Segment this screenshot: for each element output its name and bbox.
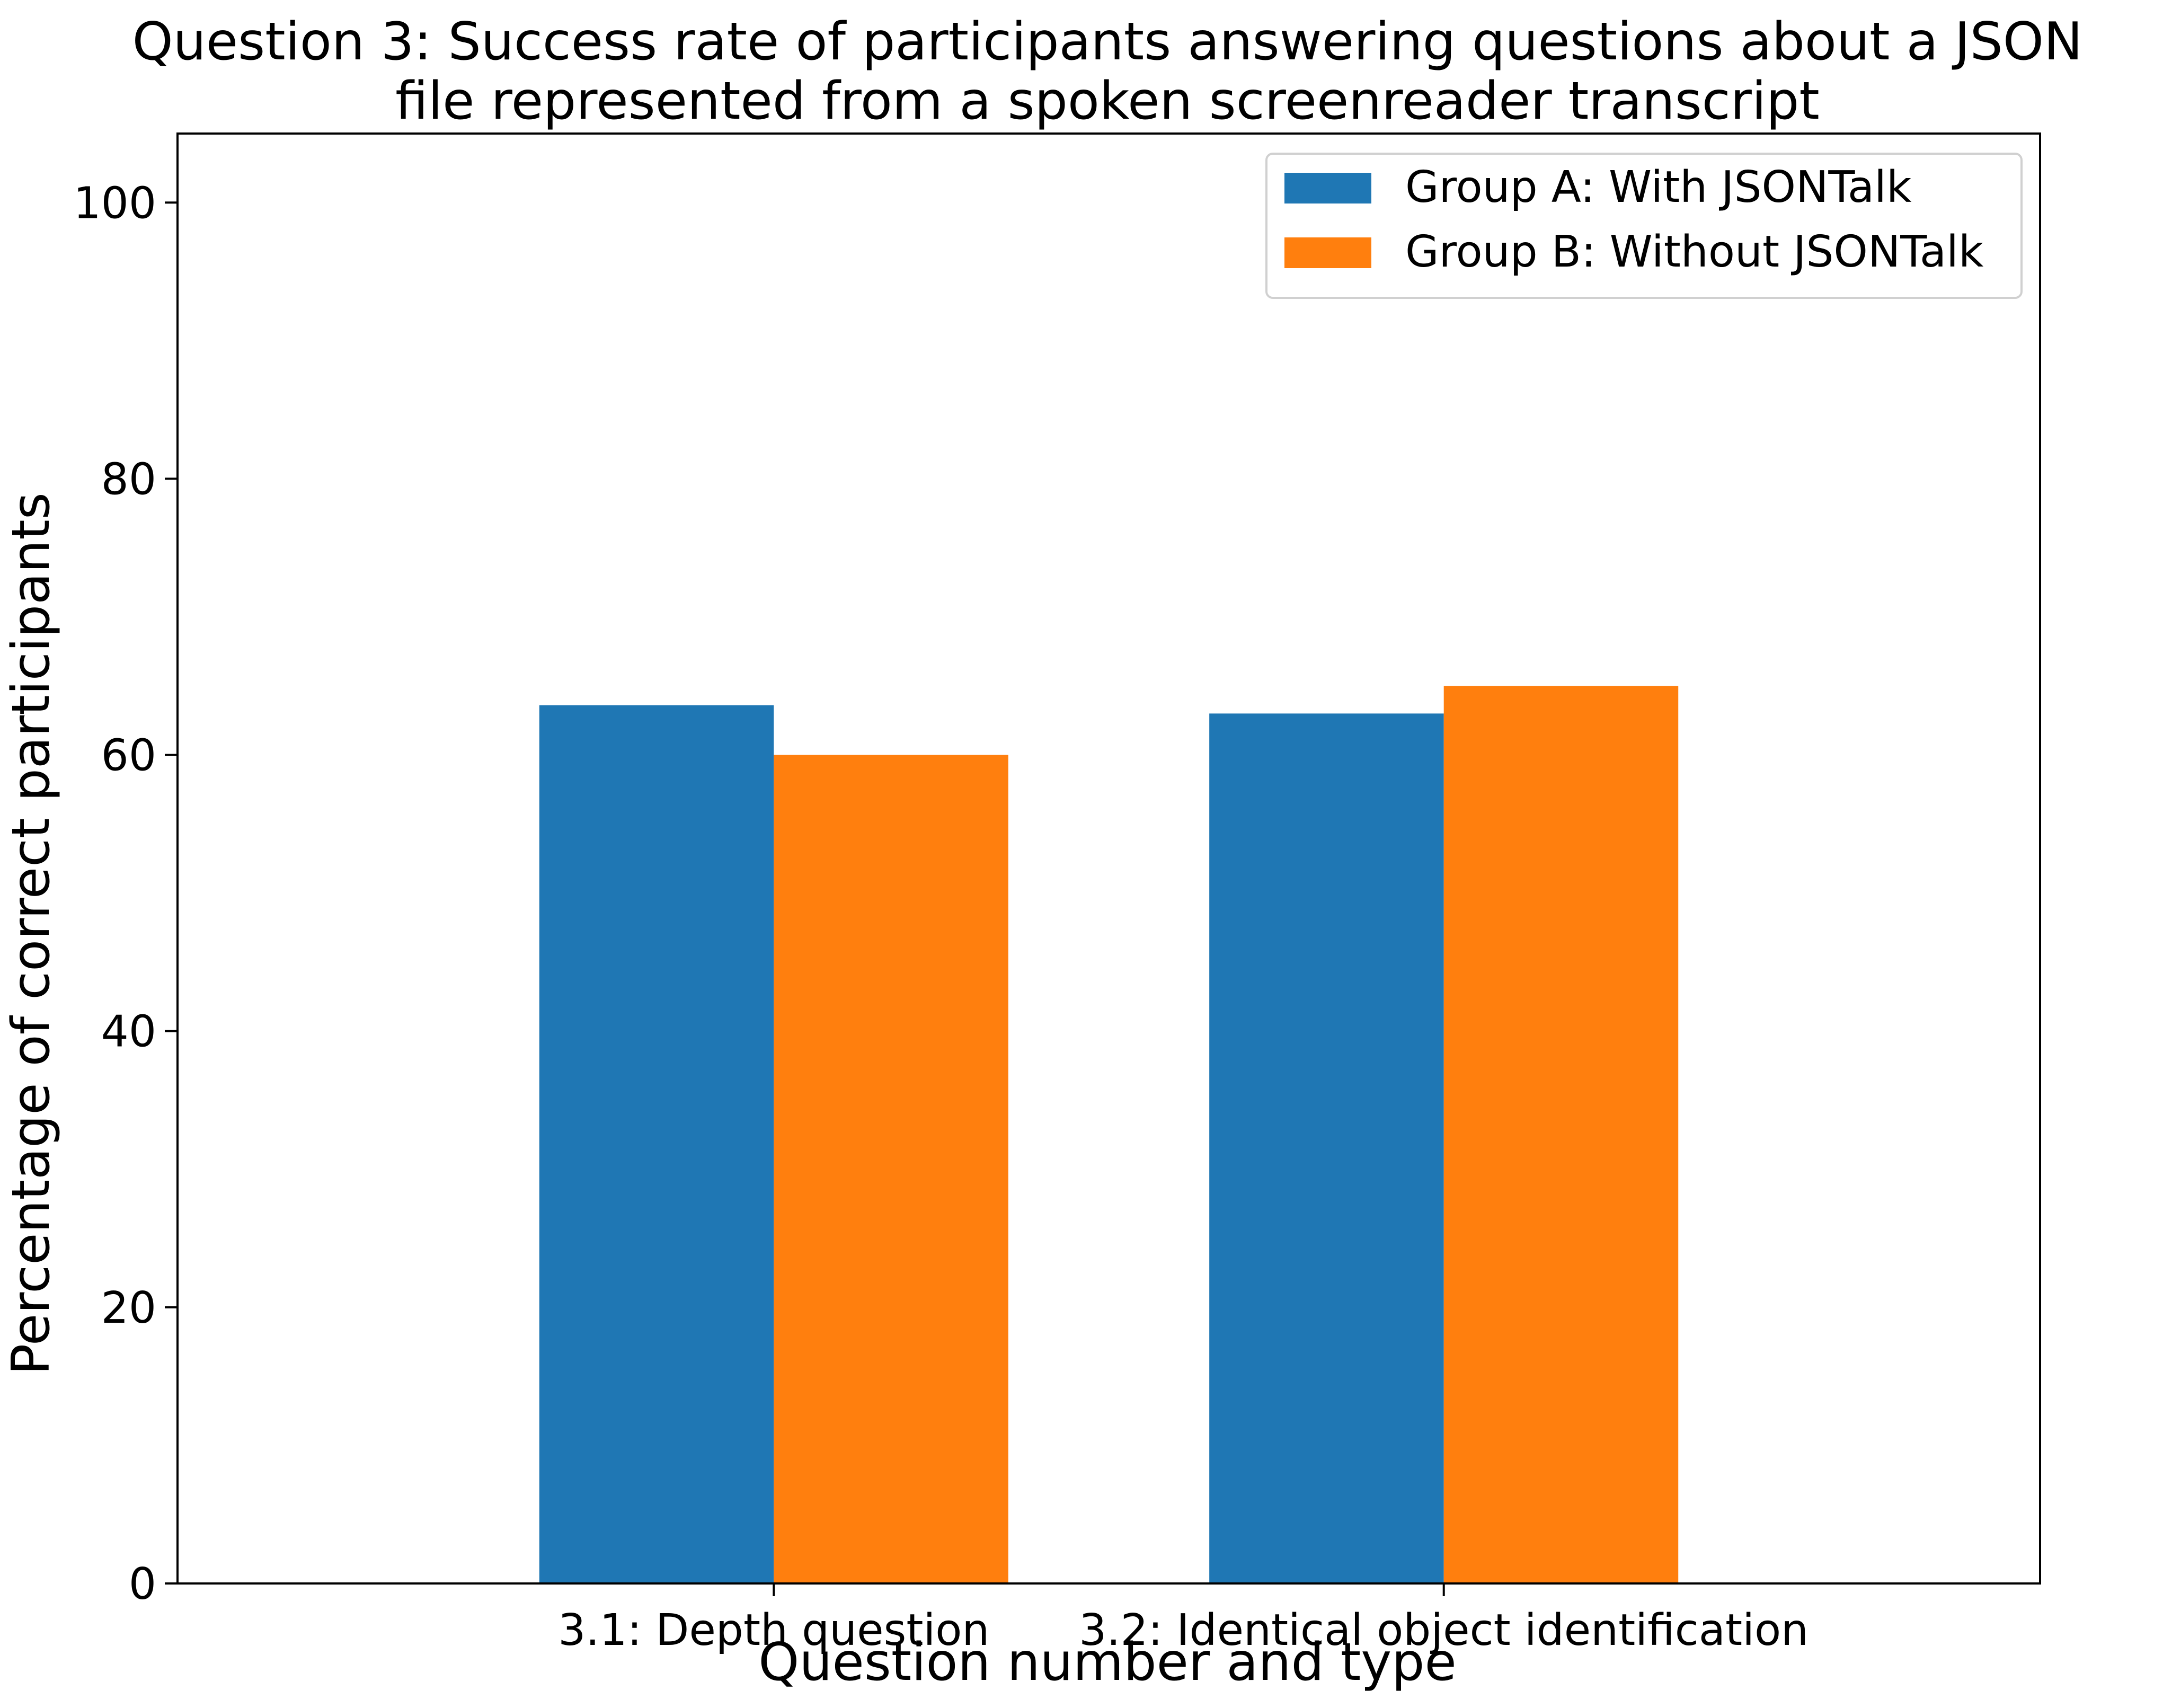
bar-series2-cat2 (1443, 686, 1679, 1583)
legend: Group A: With JSONTalk Group B: Without J… (1265, 153, 2023, 299)
plot-frame (176, 132, 2041, 1585)
bar-series1-cat2 (1209, 713, 1444, 1583)
chart-title-line-1: Question 3: Success rate of participants… (132, 12, 2083, 72)
y-axis-label: Percentage of correct participants (1, 492, 61, 1375)
bar-series2-cat1 (774, 755, 1008, 1583)
bar-series1-cat1 (539, 705, 774, 1583)
bars-layer (539, 686, 1679, 1583)
y-tick-label-20: 20 (101, 1283, 156, 1333)
y-tick-label-60: 60 (101, 731, 156, 781)
y-tick-label-0: 0 (129, 1559, 156, 1609)
x-tick-label-1: 3.1: Depth question (558, 1605, 989, 1656)
legend-box (1265, 153, 2023, 299)
x-tick-label-2: 3.2: Identical object identification (1079, 1605, 1809, 1656)
chart-title-line-2: file represented from a spoken screenrea… (395, 71, 1820, 131)
legend-swatch-2 (1284, 237, 1371, 268)
y-tick-label-40: 40 (101, 1007, 156, 1057)
legend-label-1: Group A: With JSONTalk (1405, 162, 1912, 213)
y-tick-label-80: 80 (101, 454, 156, 505)
legend-label-2: Group B: Without JSONTalk (1405, 227, 1984, 277)
y-tick-label-100: 100 (73, 178, 156, 228)
x-axis-label: Question number and type (758, 1632, 1457, 1693)
axes-layer: 0 20 40 60 80 100 3.1: Depth question 3.2: Iden… (73, 132, 2041, 1656)
legend-swatch-1 (1284, 173, 1371, 203)
